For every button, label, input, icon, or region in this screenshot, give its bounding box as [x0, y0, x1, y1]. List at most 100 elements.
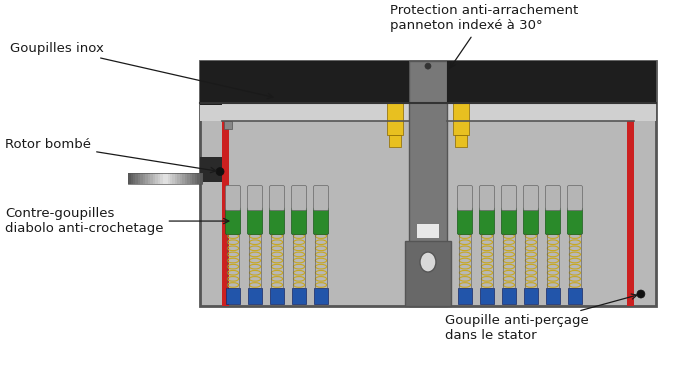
Bar — [192, 173, 195, 184]
FancyBboxPatch shape — [248, 208, 263, 235]
Bar — [502, 288, 516, 304]
FancyBboxPatch shape — [567, 186, 582, 210]
Bar — [549, 219, 557, 223]
Bar — [160, 173, 163, 184]
Bar — [226, 288, 240, 304]
FancyBboxPatch shape — [226, 208, 241, 235]
Bar — [141, 173, 143, 184]
FancyBboxPatch shape — [458, 186, 473, 210]
Bar — [568, 288, 582, 304]
Bar — [389, 135, 401, 147]
Bar — [387, 103, 403, 135]
Bar — [292, 288, 306, 304]
FancyBboxPatch shape — [270, 186, 285, 210]
Bar — [182, 173, 185, 184]
Bar — [200, 166, 224, 181]
Ellipse shape — [420, 252, 436, 272]
FancyBboxPatch shape — [480, 208, 495, 235]
Text: Goupille anti-perçage
dans le stator: Goupille anti-perçage dans le stator — [445, 294, 637, 342]
Bar — [461, 219, 469, 223]
Bar — [178, 173, 180, 184]
Bar — [200, 157, 222, 182]
Circle shape — [216, 168, 224, 176]
Bar — [143, 173, 146, 184]
Bar — [224, 121, 232, 129]
Bar — [128, 173, 202, 184]
FancyBboxPatch shape — [523, 208, 539, 235]
Bar — [295, 219, 303, 223]
Bar — [153, 173, 156, 184]
Bar — [248, 288, 262, 304]
Bar — [190, 173, 193, 184]
FancyBboxPatch shape — [226, 186, 241, 210]
Bar — [546, 288, 560, 304]
Bar — [170, 173, 173, 184]
Bar — [165, 173, 168, 184]
Bar — [187, 173, 190, 184]
Bar — [571, 219, 579, 223]
Bar — [405, 241, 451, 306]
Bar — [163, 173, 165, 184]
Bar — [403, 61, 409, 103]
Bar — [417, 224, 439, 238]
Bar — [185, 173, 188, 184]
Bar — [200, 61, 656, 103]
Bar — [627, 121, 634, 306]
Bar — [200, 173, 202, 184]
Bar — [130, 173, 134, 184]
FancyBboxPatch shape — [523, 186, 539, 210]
Bar — [200, 61, 222, 105]
Bar — [172, 173, 176, 184]
Bar — [251, 219, 259, 223]
Bar — [147, 173, 151, 184]
Circle shape — [425, 63, 431, 69]
Bar — [200, 61, 656, 306]
Bar — [155, 173, 158, 184]
Text: Goupilles inox: Goupilles inox — [10, 42, 273, 98]
FancyBboxPatch shape — [545, 186, 560, 210]
Bar — [150, 173, 153, 184]
Bar — [195, 173, 198, 184]
Bar — [167, 173, 171, 184]
Bar — [317, 219, 325, 223]
Bar — [270, 288, 284, 304]
Bar — [133, 173, 136, 184]
Bar — [135, 173, 139, 184]
FancyBboxPatch shape — [480, 186, 495, 210]
Bar — [128, 173, 131, 184]
Text: Rotor bombé: Rotor bombé — [5, 138, 216, 173]
Bar — [145, 173, 148, 184]
FancyBboxPatch shape — [501, 186, 517, 210]
Bar — [409, 61, 447, 306]
Bar — [505, 219, 513, 223]
FancyBboxPatch shape — [314, 208, 329, 235]
Bar — [229, 219, 237, 223]
Text: Contre-goupilles
diabolo anti-crochetage: Contre-goupilles diabolo anti-crochetage — [5, 207, 229, 235]
Bar — [158, 173, 161, 184]
Bar — [222, 121, 229, 306]
Bar — [480, 288, 494, 304]
FancyBboxPatch shape — [501, 208, 517, 235]
FancyBboxPatch shape — [458, 208, 473, 235]
FancyBboxPatch shape — [314, 186, 329, 210]
Bar — [197, 173, 200, 184]
Bar — [138, 173, 141, 184]
Bar — [273, 219, 281, 223]
Bar — [527, 219, 535, 223]
Text: Protection anti-arrachement
panneton indexé à 30°: Protection anti-arrachement panneton ind… — [390, 4, 578, 68]
Bar — [180, 173, 183, 184]
Bar — [453, 103, 469, 135]
Bar — [455, 135, 467, 147]
Bar — [200, 103, 656, 121]
FancyBboxPatch shape — [292, 186, 307, 210]
Bar — [175, 173, 178, 184]
Circle shape — [637, 290, 645, 298]
Bar — [458, 288, 472, 304]
Bar — [483, 219, 491, 223]
Bar — [524, 288, 538, 304]
FancyBboxPatch shape — [292, 208, 307, 235]
FancyBboxPatch shape — [248, 186, 263, 210]
FancyBboxPatch shape — [545, 208, 560, 235]
FancyBboxPatch shape — [270, 208, 285, 235]
FancyBboxPatch shape — [567, 208, 582, 235]
